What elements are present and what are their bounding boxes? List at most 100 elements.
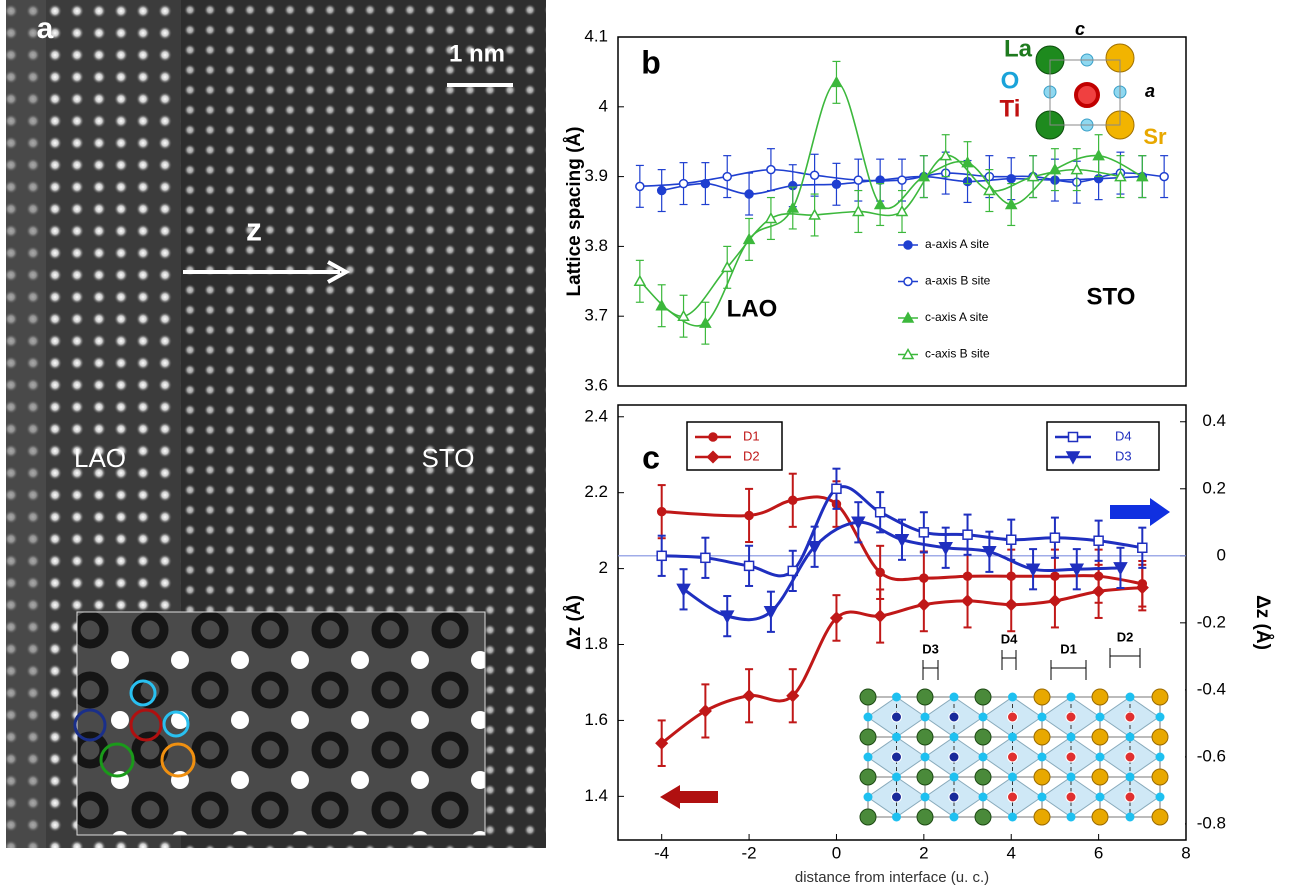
marker — [698, 704, 712, 718]
marker — [1025, 563, 1041, 577]
panel-label: b — [641, 44, 661, 80]
legend-label: c-axis A site — [925, 310, 989, 324]
marker — [1005, 534, 1017, 545]
b-site — [1065, 711, 1077, 723]
a-site — [974, 688, 992, 706]
marker — [895, 204, 909, 217]
marker — [808, 208, 821, 220]
b-site — [891, 711, 902, 723]
y-tick-label: 3.6 — [584, 375, 608, 394]
marker — [786, 689, 800, 703]
scale-label: 1 nm — [449, 40, 505, 67]
legend-box — [1046, 421, 1160, 471]
oxygen — [949, 732, 959, 742]
y2-tick-label: 0 — [1217, 545, 1226, 564]
b-site — [1007, 791, 1018, 803]
oxygen — [949, 812, 959, 822]
oxygen — [1125, 772, 1135, 782]
marker — [719, 610, 735, 624]
oxygen — [1008, 732, 1017, 742]
y-tick-label: 4.1 — [584, 26, 608, 45]
marker — [873, 609, 887, 623]
inset-label: Sr — [1143, 124, 1167, 149]
marker — [938, 542, 953, 556]
y2-tick-label: 0.4 — [1202, 411, 1226, 430]
marker — [677, 309, 690, 321]
marker — [656, 506, 667, 517]
y-axis-label: Δz (Å) — [564, 595, 585, 650]
a-site — [974, 728, 992, 746]
oxygen — [1155, 752, 1165, 762]
marker — [829, 611, 844, 625]
marker — [1067, 431, 1079, 443]
b-site — [1007, 711, 1018, 723]
y-tick-label: 1.6 — [584, 710, 608, 729]
oxygen — [920, 712, 930, 722]
cell-outline — [1049, 59, 1121, 126]
marker — [851, 516, 866, 530]
marker — [1069, 563, 1085, 577]
x-tick-label: 6 — [1094, 843, 1103, 862]
marker — [1093, 535, 1104, 546]
marker — [788, 495, 798, 506]
marker — [720, 260, 734, 273]
marker — [1049, 532, 1061, 543]
oxygen — [1037, 792, 1047, 802]
z-arrow-head — [327, 260, 351, 284]
marker — [635, 181, 645, 192]
marker — [903, 276, 913, 287]
legend-label: a-axis A site — [925, 237, 989, 251]
marker — [633, 274, 647, 287]
a-site — [1033, 768, 1051, 786]
y-tick-label: 3.8 — [584, 236, 608, 255]
annotation: LAO — [727, 295, 778, 322]
b-site — [1124, 711, 1136, 723]
y-tick-label: 3.9 — [584, 166, 608, 185]
y-tick-label: 1.8 — [584, 634, 608, 653]
plot-frame — [617, 36, 1187, 387]
y2-axis-label: Δz (Å) — [1252, 595, 1273, 650]
oxygen — [892, 812, 901, 822]
marker — [960, 594, 975, 608]
marker — [742, 689, 756, 703]
marker — [700, 552, 711, 564]
marker — [1114, 170, 1127, 182]
marker — [918, 527, 930, 538]
b-site — [948, 791, 960, 803]
oxygen — [1008, 772, 1017, 782]
marker — [874, 506, 886, 518]
annotation: STO — [1087, 283, 1136, 310]
marker — [939, 149, 952, 161]
y2-tick-label: 0.2 — [1202, 478, 1226, 497]
oxygen — [863, 712, 873, 722]
dimension-label: D4 — [1001, 631, 1018, 646]
y2-tick-label: -0.4 — [1197, 679, 1226, 698]
inset-label: c — [1075, 19, 1085, 39]
y-tick-label: 3.7 — [584, 306, 608, 325]
marker — [873, 197, 887, 210]
legend-label: a-axis B site — [925, 274, 991, 288]
plots: 3.6 3.7 3.8 3.9 4 4.1 Lattice spacing (Å) b a-ax… — [564, 19, 1273, 886]
marker — [763, 606, 779, 620]
a-site — [1091, 688, 1109, 706]
stem-edge — [6, 0, 46, 848]
oxygen — [1037, 752, 1047, 762]
region-label: STO — [422, 443, 475, 473]
marker — [831, 483, 842, 495]
a-site — [859, 808, 877, 826]
marker — [1004, 197, 1018, 210]
x-tick-label: 8 — [1181, 843, 1190, 862]
marker — [894, 533, 910, 548]
marker — [656, 550, 667, 562]
b-site — [891, 791, 902, 803]
a-site — [859, 768, 877, 786]
oxygen — [1125, 812, 1135, 822]
site-circles — [73, 679, 196, 778]
marker — [831, 179, 842, 190]
legend-box — [686, 421, 783, 471]
oxygen — [978, 792, 988, 802]
oxygen — [949, 772, 959, 782]
legend-label: D2 — [743, 448, 760, 463]
